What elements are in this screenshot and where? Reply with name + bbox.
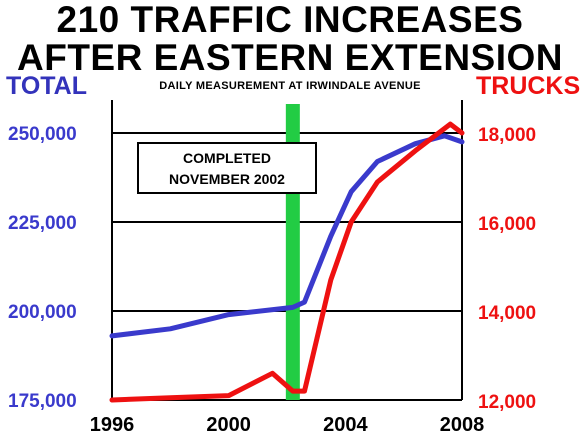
x-tick-label-1: 2000 bbox=[206, 414, 251, 436]
chart-subtitle: DAILY MEASUREMENT AT IRWINDALE AVENUE bbox=[159, 80, 421, 92]
annotation-box bbox=[137, 142, 317, 194]
x-tick-label-0: 1996 bbox=[90, 414, 135, 436]
right-tick-label-3: 12,000 bbox=[478, 392, 536, 413]
right-tick-label-2: 14,000 bbox=[478, 303, 536, 324]
left-tick-label-2: 200,000 bbox=[8, 302, 77, 323]
chart-title-line-2: AFTER EASTERN EXTENSION bbox=[17, 37, 563, 78]
annotation-line-2: NOVEMBER 2002 bbox=[169, 171, 285, 187]
chart-title-line-1: 210 TRAFFIC INCREASES bbox=[56, 0, 524, 40]
right-tick-label-1: 16,000 bbox=[478, 214, 536, 235]
x-tick-label-2: 2004 bbox=[323, 414, 368, 436]
right-tick-label-0: 18,000 bbox=[478, 125, 536, 146]
left-axis-label: TOTAL bbox=[6, 72, 88, 100]
left-tick-label-3: 175,000 bbox=[8, 391, 77, 412]
right-axis-label: TRUCKS bbox=[476, 72, 580, 100]
left-tick-label-1: 225,000 bbox=[8, 213, 77, 234]
x-tick-label-3: 2008 bbox=[440, 414, 485, 436]
series-line-trucks bbox=[109, 121, 465, 403]
left-tick-label-0: 250,000 bbox=[8, 124, 77, 145]
annotation-line-1: COMPLETED bbox=[183, 150, 271, 166]
